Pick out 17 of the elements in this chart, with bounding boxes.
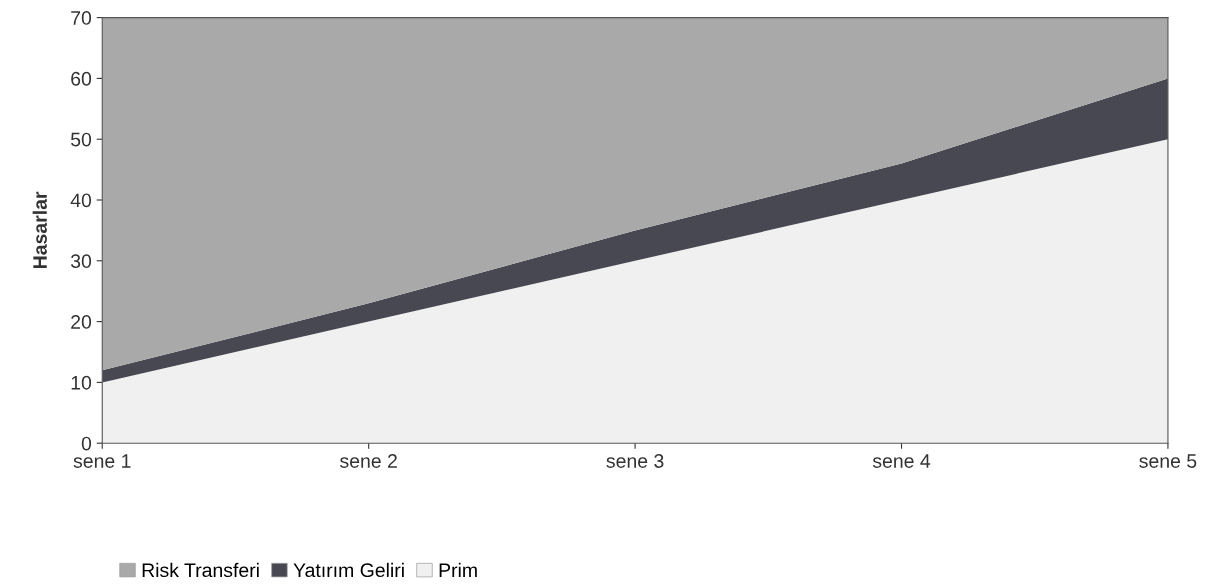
y-tick-label: 20 — [71, 315, 92, 329]
x-tick-label: sene 2 — [340, 454, 397, 468]
legend-label: Yatırım Geliri — [293, 562, 404, 578]
legend-label: Risk Transferi — [142, 562, 259, 578]
x-tick-label: sene 4 — [872, 454, 931, 468]
y-tick-label: 10 — [71, 375, 92, 390]
y-tick-label: 0 — [81, 436, 92, 451]
y-axis-title: Hasarlar — [32, 191, 47, 269]
y-tick-label: 60 — [71, 71, 92, 86]
y-tick-label: 30 — [70, 254, 92, 269]
y-tick-label: 70 — [71, 11, 92, 25]
y-tick-label: 40 — [70, 193, 92, 208]
legend-label: Prim — [439, 562, 477, 577]
x-tick-label: sene 5 — [1139, 454, 1197, 468]
x-tick-label: sene 1 — [73, 454, 131, 468]
y-tick-label: 50 — [70, 132, 92, 147]
x-tick-label: sene 3 — [606, 454, 664, 468]
